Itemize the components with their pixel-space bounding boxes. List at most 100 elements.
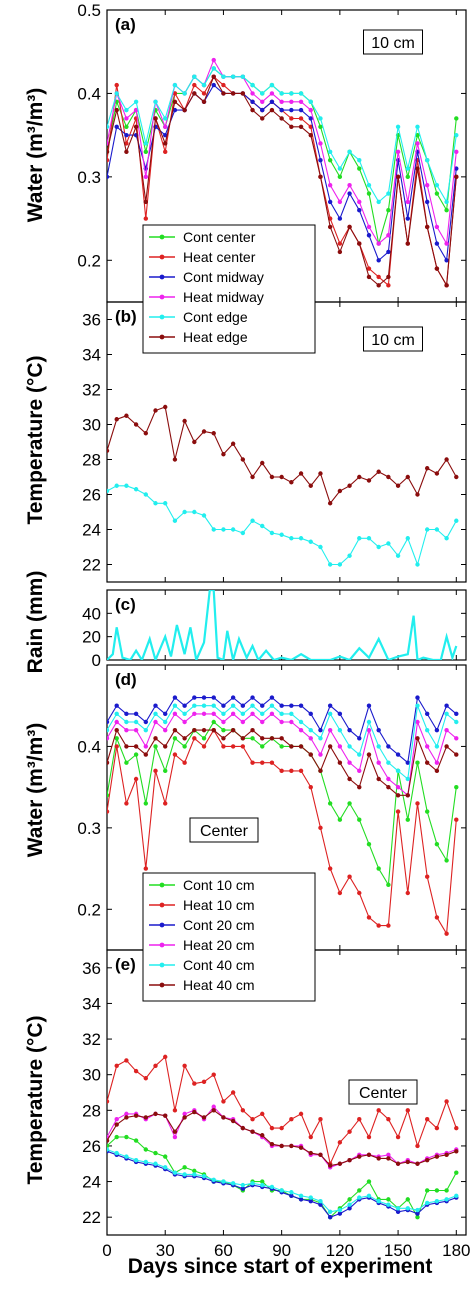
data-point xyxy=(124,1111,129,1117)
data-point xyxy=(240,736,246,741)
data-point xyxy=(289,1143,294,1149)
data-point xyxy=(327,866,333,871)
data-point xyxy=(124,124,129,129)
data-point xyxy=(250,91,255,96)
data-point xyxy=(366,1193,372,1199)
data-point xyxy=(298,719,304,725)
annotation-box xyxy=(363,29,423,55)
data-point xyxy=(124,413,129,418)
data-point xyxy=(163,1165,168,1170)
data-point xyxy=(172,727,178,733)
data-point xyxy=(114,1063,119,1068)
data-point xyxy=(153,116,158,121)
data-point xyxy=(107,488,110,494)
data-point xyxy=(114,744,119,749)
data-point xyxy=(415,1143,420,1149)
data-point xyxy=(434,768,440,774)
legend-label: Cont midway xyxy=(183,269,264,285)
data-point xyxy=(454,736,459,741)
data-point xyxy=(415,492,420,497)
data-point xyxy=(153,1150,158,1156)
data-point xyxy=(163,501,168,506)
data-point xyxy=(182,711,187,717)
data-point xyxy=(444,457,449,462)
legend: Cont 10 cm Heat 10 cm Cont 20 cm Heat 20 cm… xyxy=(142,872,316,1002)
data-point xyxy=(337,727,343,733)
data-point xyxy=(172,752,178,757)
data-point xyxy=(386,1152,391,1158)
data-point xyxy=(260,719,265,725)
data-point xyxy=(337,1140,343,1145)
data-point xyxy=(454,711,459,717)
data-point xyxy=(133,752,139,757)
data-point xyxy=(434,1125,440,1131)
data-point xyxy=(133,107,139,113)
data-point xyxy=(415,562,420,567)
data-point xyxy=(124,483,129,488)
data-point xyxy=(444,1197,449,1202)
data-point xyxy=(366,1179,372,1184)
data-point xyxy=(395,793,401,798)
data-point xyxy=(298,91,304,96)
y-tick-label: 20 xyxy=(82,628,101,647)
data-point xyxy=(182,1111,187,1117)
y-tick-label: 30 xyxy=(82,1066,101,1085)
y-tick-label: 0.3 xyxy=(77,168,101,187)
data-point xyxy=(308,727,313,733)
data-point xyxy=(337,744,343,749)
data-point xyxy=(133,711,139,717)
data-point xyxy=(415,1161,420,1166)
x-tick-label: 150 xyxy=(384,1241,412,1260)
data-point xyxy=(133,776,139,782)
data-point xyxy=(279,91,284,96)
y-tick-label: 26 xyxy=(82,486,101,505)
data-point xyxy=(318,1202,323,1207)
data-point xyxy=(454,1193,459,1199)
data-point xyxy=(221,727,226,733)
data-point xyxy=(376,760,381,765)
data-point xyxy=(376,241,381,246)
data-point xyxy=(405,1197,410,1202)
data-point xyxy=(454,174,459,180)
data-point xyxy=(308,1198,313,1204)
data-point xyxy=(289,1117,294,1122)
data-point xyxy=(182,719,187,725)
data-point xyxy=(434,191,440,196)
data-point xyxy=(366,183,372,188)
series-group xyxy=(107,590,458,660)
data-point xyxy=(143,719,149,725)
data-point xyxy=(337,249,343,255)
data-point xyxy=(260,1111,265,1117)
data-point xyxy=(201,727,207,733)
data-point xyxy=(376,727,381,733)
data-point xyxy=(133,1113,139,1118)
data-point xyxy=(172,457,178,462)
data-point xyxy=(318,752,323,757)
data-point xyxy=(424,1157,430,1163)
data-point xyxy=(163,801,168,806)
data-point xyxy=(260,744,265,749)
legend-marker xyxy=(159,942,165,948)
data-point xyxy=(289,1190,294,1195)
data-point xyxy=(424,760,430,765)
data-point xyxy=(124,711,129,717)
data-point xyxy=(163,1113,168,1118)
legend-marker xyxy=(159,982,165,988)
data-point xyxy=(250,727,255,733)
data-point xyxy=(415,736,420,741)
data-point xyxy=(279,116,284,121)
data-point xyxy=(434,241,440,246)
data-point xyxy=(395,1209,401,1215)
data-point xyxy=(124,719,129,725)
data-point xyxy=(357,1195,362,1200)
data-point xyxy=(386,1197,391,1202)
data-point xyxy=(182,1165,187,1170)
data-point xyxy=(405,760,410,765)
data-point xyxy=(143,727,149,733)
data-point xyxy=(454,784,459,790)
y-tick-label: 0 xyxy=(92,651,101,670)
data-point xyxy=(405,1108,410,1113)
data-point xyxy=(240,719,246,725)
data-point xyxy=(211,66,216,71)
